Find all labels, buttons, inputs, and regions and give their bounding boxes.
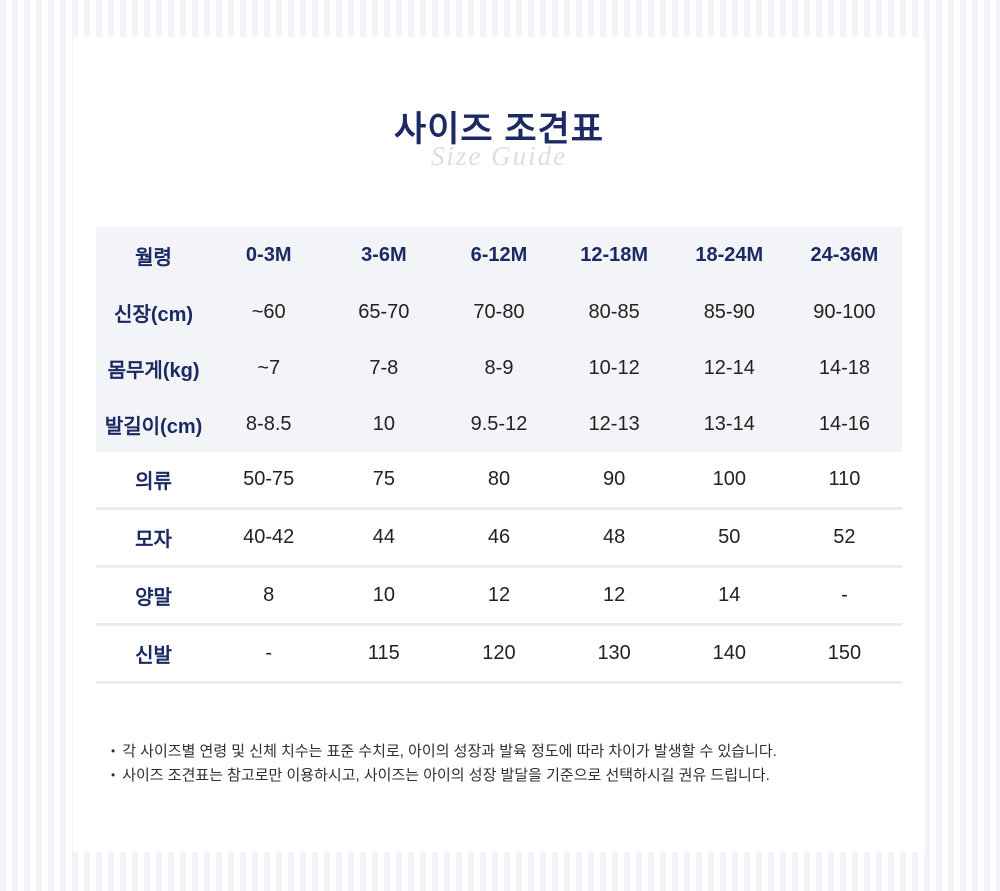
table-cell: 80 <box>487 468 511 490</box>
table-header-row: 월령 0-3M 3-6M 6-12M 12-18M 18-24M 24-36M <box>96 227 902 284</box>
table-cell: 110 <box>828 468 861 490</box>
table-cell: 140 <box>712 642 746 664</box>
table-cell: 50 <box>718 526 741 548</box>
table-cell: 120 <box>482 642 516 664</box>
table-cell: 13-14 <box>703 412 755 435</box>
table-cell: 100 <box>712 468 746 490</box>
row-label: 신발 <box>135 645 172 667</box>
table-cell: 50-75 <box>243 468 295 490</box>
table-cell: ~60 <box>251 300 286 323</box>
table-cell: 52 <box>833 526 856 548</box>
table-row-height: 신장(cm) ~60 65-70 70-80 80-85 85-90 90-10… <box>96 284 902 340</box>
page-title: 사이즈 조견표 <box>394 110 604 149</box>
row-label: 양말 <box>135 587 172 609</box>
column-header-6-12m: 6-12M <box>470 244 528 266</box>
table-cell: 90 <box>603 468 626 490</box>
column-header-12-18m: 12-18M <box>580 244 649 266</box>
table-cell: 7-8 <box>369 356 399 379</box>
table-cell: - <box>841 584 848 606</box>
table-cell: 40-42 <box>243 526 295 548</box>
table-row-clothing: 의류 50-75 75 80 90 100 110 <box>96 452 902 510</box>
row-label: 신장(cm) <box>114 303 194 326</box>
table-cell: ~7 <box>257 356 281 379</box>
table-cell: 46 <box>487 526 511 548</box>
table-cell: 14 <box>718 584 741 606</box>
table-cell: 12-13 <box>588 412 640 435</box>
table-cell: 90-100 <box>813 300 876 323</box>
table-cell: 75 <box>372 468 395 490</box>
note-line: 사이즈 조견표는 참고로만 이용하시고, 사이즈는 아이의 성장 발달을 기준으… <box>111 764 901 788</box>
table-row-hat: 모자 40-42 44 46 48 50 52 <box>96 510 902 568</box>
table-cell: 130 <box>597 642 631 664</box>
table-cell: 48 <box>603 526 626 548</box>
table-row-socks: 양말 8 10 12 12 14 - <box>96 568 902 626</box>
table-cell: - <box>265 642 273 664</box>
row-label: 몸무게(kg) <box>107 359 200 382</box>
table-cell: 85-90 <box>703 300 755 323</box>
row-label: 의류 <box>135 471 172 493</box>
page-subtitle: Size Guide <box>430 141 568 171</box>
table-cell: 10 <box>372 412 395 435</box>
column-header-age: 월령 <box>135 247 172 269</box>
row-label: 발길이(cm) <box>104 415 203 438</box>
table-cell: 8 <box>263 584 275 606</box>
size-guide-card: 사이즈 조견표 Size Guide 월령 0-3M 3-6M 6-12M 12… <box>73 37 925 852</box>
table-cell: 150 <box>827 642 862 664</box>
table-cell: 12 <box>603 584 626 606</box>
table-cell: 44 <box>372 526 395 548</box>
note-line: 각 사이즈별 연령 및 신체 치수는 표준 수치로, 아이의 성장과 발육 정도… <box>111 740 901 764</box>
table-row-weight: 몸무게(kg) ~7 7-8 8-9 10-12 12-14 14-18 <box>96 340 902 396</box>
footnotes: 각 사이즈별 연령 및 신체 치수는 표준 수치로, 아이의 성장과 발육 정도… <box>111 740 901 788</box>
row-label: 모자 <box>135 529 172 551</box>
column-header-24-36m: 24-36M <box>810 244 879 266</box>
table-cell: 12-14 <box>703 356 755 379</box>
table-row-shoes: 신발 - 115 120 130 140 150 <box>96 626 902 684</box>
table-cell: 10 <box>372 584 395 606</box>
table-cell: 65-70 <box>358 300 410 323</box>
table-cell: 8-8.5 <box>245 412 292 435</box>
column-header-18-24m: 18-24M <box>695 244 764 266</box>
table-cell: 14-16 <box>818 412 870 435</box>
table-cell: 12 <box>487 584 511 606</box>
column-header-0-3m: 0-3M <box>245 244 292 266</box>
table-cell: 80-85 <box>588 300 640 323</box>
column-header-3-6m: 3-6M <box>361 244 407 266</box>
table-cell: 115 <box>367 642 400 664</box>
table-cell: 70-80 <box>473 300 525 323</box>
table-cell: 9.5-12 <box>470 412 528 435</box>
table-cell: 14-18 <box>818 356 870 379</box>
table-cell: 10-12 <box>588 356 640 379</box>
table-cell: 8-9 <box>484 356 514 379</box>
table-row-foot-length: 발길이(cm) 8-8.5 10 9.5-12 12-13 13-14 14-1… <box>96 396 902 452</box>
size-table: 월령 0-3M 3-6M 6-12M 12-18M 18-24M 24-36M … <box>96 227 902 684</box>
